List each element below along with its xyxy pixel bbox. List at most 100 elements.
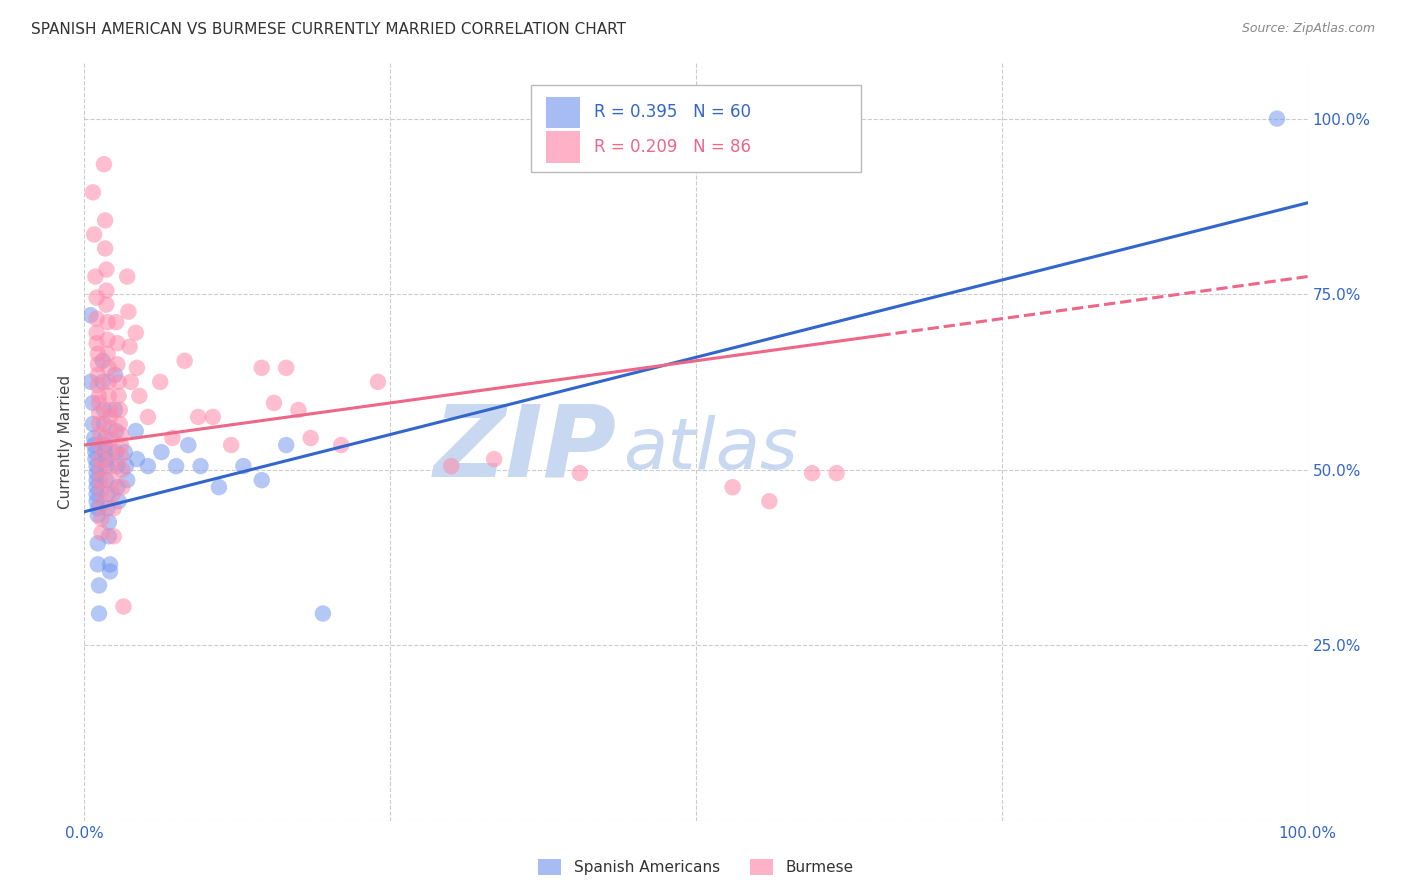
- Point: [250, 473, 273, 487]
- Point: [801, 466, 824, 480]
- FancyBboxPatch shape: [531, 85, 860, 172]
- Point: [98, 420, 121, 434]
- Point: [115, 459, 138, 474]
- Point: [115, 473, 138, 487]
- Point: [105, 459, 128, 474]
- Point: [263, 396, 285, 410]
- Point: [86, 494, 108, 508]
- Point: [84, 445, 107, 459]
- Point: [125, 360, 148, 375]
- Point: [105, 336, 128, 351]
- Point: [149, 375, 172, 389]
- Point: [97, 375, 120, 389]
- Point: [90, 525, 112, 540]
- Point: [482, 452, 505, 467]
- Point: [97, 529, 120, 543]
- Point: [162, 431, 184, 445]
- Point: [86, 459, 108, 474]
- Point: [82, 396, 104, 410]
- Point: [87, 558, 110, 572]
- Point: [89, 462, 111, 476]
- Point: [94, 242, 117, 256]
- Point: [165, 459, 187, 474]
- Point: [177, 438, 200, 452]
- Point: [82, 417, 104, 431]
- Point: [97, 487, 120, 501]
- Point: [87, 368, 110, 382]
- Point: [120, 375, 142, 389]
- Point: [101, 473, 124, 487]
- Point: [117, 304, 139, 318]
- Point: [87, 508, 110, 523]
- Point: [91, 353, 114, 368]
- Point: [136, 409, 159, 424]
- Point: [93, 417, 115, 431]
- Point: [250, 360, 273, 375]
- Point: [110, 449, 132, 463]
- Point: [173, 353, 195, 368]
- Point: [86, 466, 108, 480]
- Point: [187, 409, 209, 424]
- Point: [330, 438, 353, 452]
- Point: [98, 409, 121, 424]
- Point: [440, 459, 463, 474]
- Point: [87, 417, 110, 431]
- Text: atlas: atlas: [623, 415, 797, 483]
- Point: [93, 403, 115, 417]
- Point: [115, 269, 138, 284]
- Point: [103, 501, 125, 516]
- Point: [83, 227, 105, 242]
- Point: [232, 459, 254, 474]
- Point: [96, 452, 118, 467]
- Point: [125, 424, 148, 438]
- Point: [96, 298, 118, 312]
- Point: [89, 473, 111, 487]
- Point: [79, 375, 101, 389]
- Point: [94, 213, 117, 227]
- Point: [107, 494, 129, 508]
- Point: [90, 512, 112, 526]
- Point: [86, 291, 108, 305]
- Point: [87, 396, 110, 410]
- Point: [114, 445, 136, 459]
- Point: [86, 487, 108, 501]
- Text: R = 0.395   N = 60: R = 0.395 N = 60: [595, 103, 751, 121]
- Point: [825, 466, 848, 480]
- Point: [86, 326, 108, 340]
- Point: [112, 599, 135, 614]
- Point: [87, 578, 110, 592]
- Point: [82, 186, 104, 200]
- Point: [100, 431, 122, 445]
- Point: [568, 466, 591, 480]
- Point: [125, 452, 148, 467]
- Text: R = 0.209   N = 86: R = 0.209 N = 86: [595, 138, 751, 156]
- Point: [86, 473, 108, 487]
- Point: [101, 487, 124, 501]
- Point: [84, 269, 107, 284]
- Point: [105, 357, 128, 371]
- Point: [87, 501, 110, 516]
- Point: [108, 417, 131, 431]
- Point: [96, 473, 118, 487]
- Text: Source: ZipAtlas.com: Source: ZipAtlas.com: [1241, 22, 1375, 36]
- Point: [219, 438, 242, 452]
- Point: [83, 431, 105, 445]
- Point: [89, 438, 111, 452]
- Point: [97, 315, 120, 329]
- Point: [79, 308, 101, 322]
- Point: [299, 431, 322, 445]
- Point: [97, 501, 120, 516]
- Point: [83, 438, 105, 452]
- Text: SPANISH AMERICAN VS BURMESE CURRENTLY MARRIED CORRELATION CHART: SPANISH AMERICAN VS BURMESE CURRENTLY MA…: [31, 22, 626, 37]
- Point: [86, 336, 108, 351]
- Point: [110, 427, 132, 442]
- Point: [100, 445, 122, 459]
- Point: [100, 459, 122, 474]
- Point: [87, 357, 110, 371]
- Point: [87, 407, 110, 421]
- Point: [105, 315, 128, 329]
- Point: [758, 494, 780, 508]
- Point: [287, 403, 309, 417]
- Point: [104, 403, 127, 417]
- Point: [86, 480, 108, 494]
